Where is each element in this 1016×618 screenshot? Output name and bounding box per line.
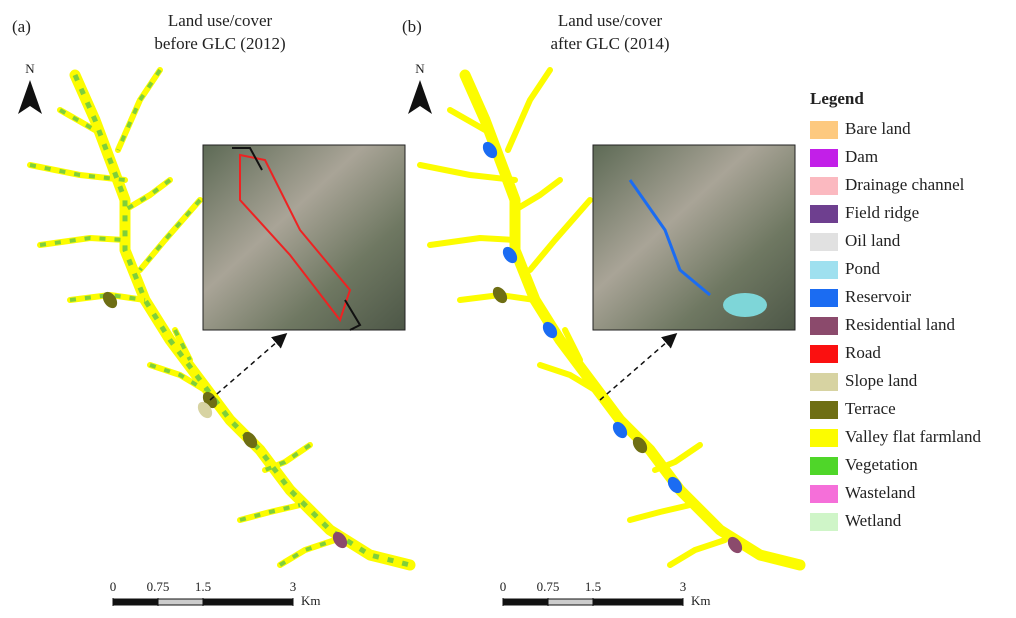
legend-label: Wetland — [845, 511, 902, 530]
river-channel — [630, 505, 690, 520]
river-channel — [280, 540, 335, 565]
river-channel — [40, 238, 125, 245]
panel-title: before GLC (2012) — [154, 34, 285, 53]
scale-label: 1.5 — [195, 579, 211, 594]
scale-segment — [113, 599, 158, 605]
scale-label: 1.5 — [585, 579, 601, 594]
legend-swatch — [810, 513, 838, 531]
legend-label: Road — [845, 343, 881, 362]
north-arrow — [18, 80, 42, 114]
legend-swatch — [810, 289, 838, 307]
legend-swatch — [810, 177, 838, 195]
legend-label: Residential land — [845, 315, 956, 334]
legend-label: Bare land — [845, 119, 911, 138]
legend-label: Oil land — [845, 231, 901, 250]
panel-label: (b) — [402, 17, 422, 36]
panel-title: Land use/cover — [168, 11, 273, 30]
scale-segment — [548, 599, 593, 605]
inset-pointer — [210, 335, 285, 400]
legend-label: Field ridge — [845, 203, 919, 222]
legend-label: Vegetation — [845, 455, 918, 474]
scale-unit: Km — [301, 593, 321, 608]
legend-swatch — [810, 345, 838, 363]
scale-segment — [158, 599, 203, 605]
scale-segment — [593, 599, 683, 605]
legend-swatch — [810, 373, 838, 391]
legend-swatch — [810, 317, 838, 335]
legend-label: Terrace — [845, 399, 896, 418]
river-channel — [515, 180, 560, 210]
river-channel — [530, 200, 590, 270]
river-channel — [508, 70, 550, 150]
legend-swatch — [810, 401, 838, 419]
inset-image — [203, 145, 405, 330]
north-arrow — [408, 80, 432, 114]
map-panel: (b) Land use/cover after GLC (2014) N 0 0.75 1… — [402, 11, 800, 608]
scale-label: 0.75 — [537, 579, 560, 594]
scale-segment — [503, 599, 548, 605]
panel-title: Land use/cover — [558, 11, 663, 30]
north-label: N — [25, 61, 35, 76]
scale-segment — [203, 599, 293, 605]
scale-unit: Km — [691, 593, 711, 608]
river-channel — [430, 238, 515, 245]
land-patch — [100, 289, 120, 311]
scale-label: 3 — [290, 579, 297, 594]
river-channel — [670, 540, 725, 565]
scale-label: 0 — [110, 579, 117, 594]
legend-swatch — [810, 457, 838, 475]
legend-swatch — [810, 261, 838, 279]
legend-label: Drainage channel — [845, 175, 965, 194]
north-label: N — [415, 61, 425, 76]
legend-label: Wasteland — [845, 483, 916, 502]
legend-swatch — [810, 149, 838, 167]
legend-label: Slope land — [845, 371, 918, 390]
panel-title: after GLC (2014) — [551, 34, 670, 53]
scale-label: 3 — [680, 579, 687, 594]
legend-swatch — [810, 233, 838, 251]
panel-label: (a) — [12, 17, 31, 36]
legend-label: Reservoir — [845, 287, 911, 306]
legend-swatch — [810, 485, 838, 503]
map-panel: (a) Land use/cover before GLC (2012) N 0 0.75… — [12, 11, 410, 608]
inset-pointer — [600, 335, 675, 400]
legend-title: Legend — [810, 89, 864, 108]
legend-label: Pond — [845, 259, 880, 278]
scale-label: 0 — [500, 579, 507, 594]
legend-label: Dam — [845, 147, 878, 166]
figure: Legend (a) Land use/cover before GLC (2012… — [0, 0, 1016, 618]
legend-swatch — [810, 205, 838, 223]
inset-pond — [723, 293, 767, 317]
scale-label: 0.75 — [147, 579, 170, 594]
legend-swatch — [810, 429, 838, 447]
legend-swatch — [810, 121, 838, 139]
legend-label: Valley flat farmland — [845, 427, 981, 446]
